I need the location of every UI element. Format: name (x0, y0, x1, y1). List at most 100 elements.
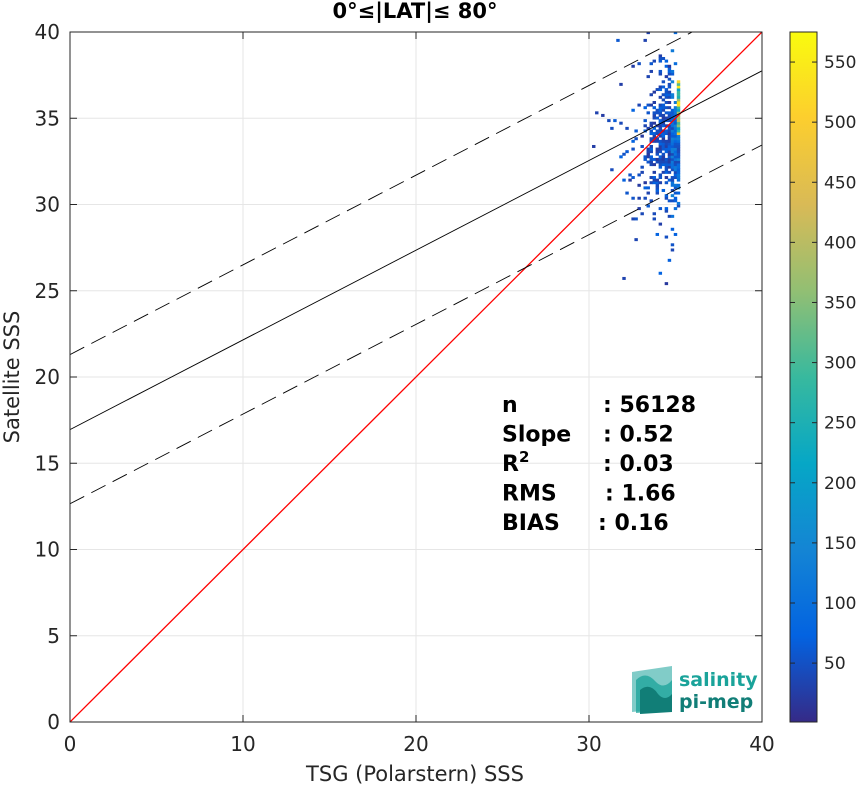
heatmap-cell (670, 160, 675, 164)
y-tick-label: 20 (35, 365, 60, 389)
heatmap-cell (664, 176, 669, 180)
heatmap-cell (616, 38, 620, 42)
heatmap-cell (658, 160, 663, 164)
heatmap-cell (676, 139, 681, 143)
heatmap-cell (673, 134, 678, 138)
heatmap-cell (670, 108, 675, 112)
colorbar-tick-label: 150 (824, 534, 856, 554)
heatmap-cell (658, 155, 663, 159)
heatmap-cell (664, 170, 669, 174)
heatmap-cell (664, 150, 669, 154)
colorbar: 50 100 150 200 250 300 350 400 450 500 550 (789, 31, 856, 723)
heatmap-cell (637, 103, 641, 107)
heatmap-cell (658, 108, 663, 112)
heatmap-cell (649, 69, 653, 73)
heatmap-cell (649, 129, 653, 133)
heatmap-cell (673, 132, 678, 136)
y-tick-label: 0 (47, 710, 60, 734)
heatmap-cell (676, 201, 681, 205)
heatmap-cell (661, 116, 666, 120)
heatmap-cell (673, 150, 678, 154)
heatmap-cell (673, 62, 678, 66)
heatmap-cell (676, 142, 681, 146)
heatmap-cell (652, 90, 657, 94)
colorbar-tick-label: 50 (824, 654, 846, 674)
heatmap-cell (670, 121, 675, 125)
heatmap-cell (667, 77, 672, 81)
heatmap-cell (673, 124, 678, 128)
heatmap-cell (631, 217, 635, 221)
heatmap-cell (643, 106, 647, 110)
heatmap-cell (652, 132, 657, 136)
heatmap-cell (673, 199, 678, 203)
heatmap-cell (667, 101, 672, 104)
heatmap-cell (661, 119, 666, 123)
heatmap-cell (640, 212, 644, 216)
heatmap-cell (667, 163, 672, 167)
heatmap-cell (649, 124, 653, 128)
heatmap-cell (667, 111, 672, 115)
heatmap-cell (673, 170, 678, 174)
heatmap-cell (661, 121, 666, 125)
heatmap-cell (625, 126, 629, 130)
heatmap-cell (655, 132, 660, 136)
heatmap-cell (667, 258, 672, 262)
heatmap-cell (676, 155, 681, 159)
heatmap-cell (673, 207, 678, 211)
heatmap-cell (667, 144, 672, 148)
heatmap-cell (652, 212, 657, 216)
heatmap-cell (667, 178, 672, 182)
stat-value: : 1.66 (605, 482, 676, 507)
heatmap-cell (619, 121, 623, 125)
heatmap-cell (670, 142, 675, 146)
heatmap-cell (610, 126, 614, 130)
heatmap-cell (640, 134, 644, 138)
heatmap-cell (676, 106, 681, 110)
heatmap-cell (661, 108, 666, 112)
heatmap-cell (673, 106, 678, 110)
heatmap-cell (667, 95, 672, 99)
heatmap-cell (652, 134, 657, 138)
heatmap-cell (658, 163, 663, 167)
heatmap-cell (664, 88, 669, 92)
heatmap-cell (667, 147, 672, 151)
heatmap-cell (667, 134, 672, 138)
heatmap-cell (658, 54, 663, 58)
y-tick-label: 35 (35, 106, 60, 130)
heatmap-cell (643, 124, 647, 128)
colorbar-tick-label: 500 (824, 113, 856, 133)
heatmap-cell (631, 196, 635, 200)
heatmap-cell (661, 188, 666, 192)
colorbar-tick-label: 350 (824, 293, 856, 313)
heatmap-cell (676, 137, 681, 141)
heatmap-cell (658, 144, 663, 148)
heatmap-cell (649, 176, 653, 180)
heatmap-cell (658, 207, 663, 211)
heatmap-cell (652, 170, 657, 174)
heatmap-cell (673, 139, 678, 143)
heatmap-cell (670, 155, 675, 159)
heatmap-cell (664, 157, 669, 161)
heatmap-cell (670, 49, 675, 53)
heatmap-cell (649, 93, 653, 97)
heatmap-cell (676, 111, 681, 115)
heatmap-cell (676, 116, 681, 120)
heatmap-cell (673, 176, 678, 180)
heatmap-cell (664, 165, 669, 169)
heatmap-cell (664, 75, 669, 79)
heatmap-cell (652, 178, 657, 182)
heatmap-cell (676, 152, 681, 156)
heatmap-cell (670, 116, 675, 120)
heatmap-cell (640, 165, 644, 169)
heatmap-cell (667, 85, 672, 89)
heatmap-cell (667, 82, 672, 86)
heatmap-cell (670, 137, 675, 141)
heatmap-cell (613, 119, 617, 123)
heatmap-cell (646, 150, 650, 154)
wave-icon (632, 666, 672, 714)
heatmap-cell (664, 209, 669, 213)
upper-bound-line (70, 32, 694, 355)
x-tick-label: 40 (749, 732, 774, 756)
heatmap-cell (658, 119, 663, 123)
